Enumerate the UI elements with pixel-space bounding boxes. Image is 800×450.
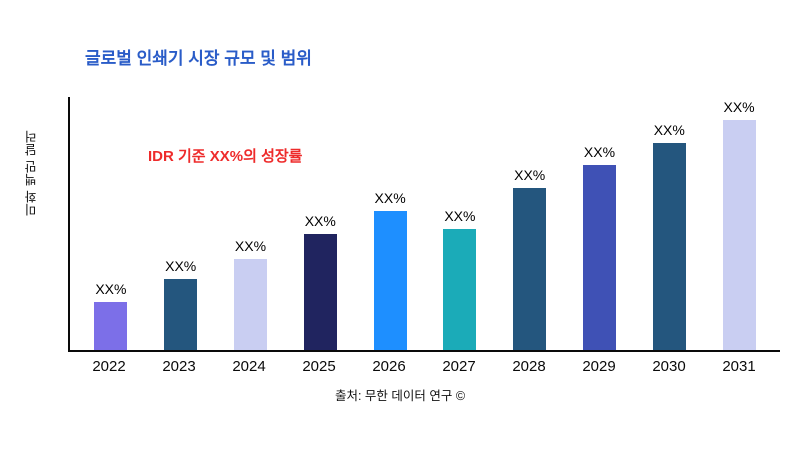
- bar: [513, 188, 547, 350]
- x-axis-label: 2028: [512, 358, 546, 375]
- bar: [722, 119, 756, 350]
- bar-slot: XX%: [565, 97, 635, 350]
- x-axis-labels: 2022 2023 2024 2025 2026 2027 2028 2029 2030 2031: [68, 358, 780, 375]
- bar-value-label: XX%: [374, 189, 406, 206]
- bar-slot: XX%: [146, 97, 216, 350]
- bar-slot: XX%: [495, 97, 565, 350]
- bar-value-label: XX%: [583, 144, 616, 161]
- x-axis-label: 2031: [722, 358, 756, 375]
- bar-value-label: XX%: [304, 212, 336, 229]
- y-axis-label: 미화 백만 달러: [25, 130, 39, 216]
- bar-slot: XX%: [634, 97, 704, 350]
- plot-area: XX% XX% XX% XX% XX% XX% XX% XX% XX% XX%: [68, 97, 780, 352]
- growth-annotation: IDR 기준 XX%의 성장률: [148, 148, 303, 165]
- bar-slot: XX%: [216, 97, 286, 350]
- bar-value-label: XX%: [165, 258, 197, 275]
- bar: [373, 210, 407, 350]
- bar-value-label: XX%: [234, 237, 267, 254]
- bar: [443, 228, 477, 350]
- source-caption: 출처: 무한 데이터 연구 ©: [334, 389, 466, 403]
- bar: [652, 142, 686, 350]
- x-axis-label: 2029: [582, 358, 616, 375]
- bar: [582, 165, 616, 350]
- bar-slot: XX%: [285, 97, 355, 350]
- bar-slot: XX%: [425, 97, 495, 350]
- bar-value-label: XX%: [444, 207, 476, 224]
- bar: [303, 233, 337, 350]
- bar-value-label: XX%: [514, 167, 546, 184]
- x-axis-label: 2026: [372, 358, 406, 375]
- x-axis-label: 2027: [442, 358, 476, 375]
- x-axis-label: 2024: [232, 358, 266, 375]
- bar-value-label: XX%: [95, 280, 127, 297]
- chart-title: 글로벌 인쇄기 시장 규모 및 범위: [85, 49, 312, 68]
- bar: [164, 279, 198, 350]
- bar-value-label: XX%: [723, 98, 755, 115]
- bar: [233, 258, 267, 350]
- x-axis-label: 2030: [652, 358, 686, 375]
- bar: [94, 301, 128, 350]
- x-axis-label: 2022: [92, 358, 126, 375]
- x-axis-label: 2023: [162, 358, 196, 375]
- bar-slot: XX%: [76, 97, 146, 350]
- chart-area: IDR 기준 XX%의 성장률 XX% XX% XX% XX% XX% XX% XX% XX%…: [68, 97, 780, 375]
- bar-value-label: XX%: [653, 121, 685, 138]
- bar-slot: XX%: [355, 97, 425, 350]
- x-axis-label: 2025: [302, 358, 336, 375]
- bar-slot: XX%: [704, 97, 774, 350]
